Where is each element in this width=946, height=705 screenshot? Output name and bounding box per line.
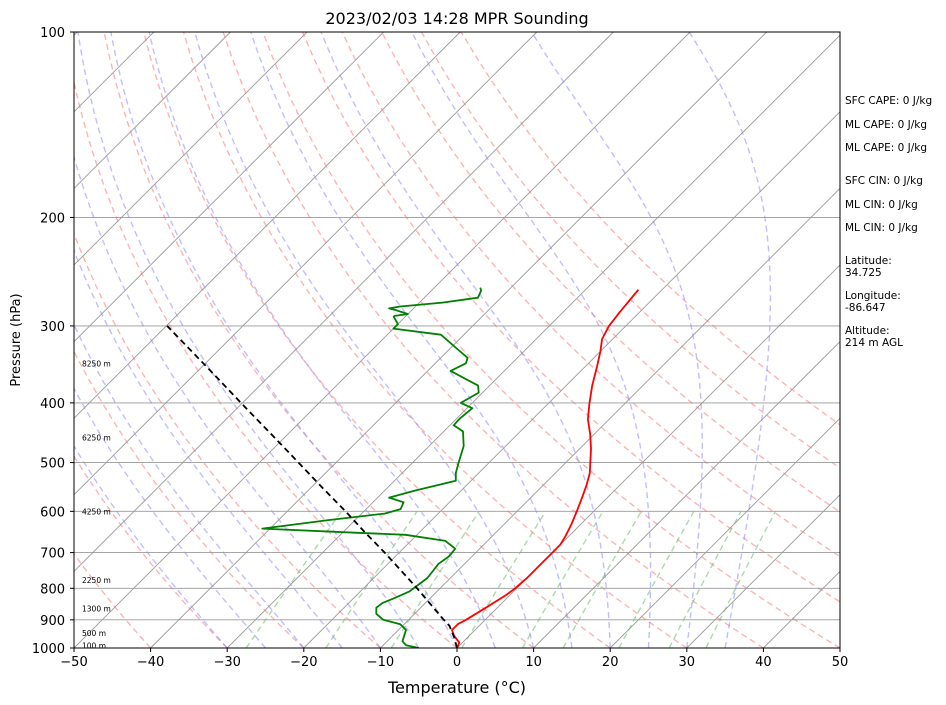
moist-adiabat-line	[77, 32, 420, 648]
isotherm-line	[74, 32, 461, 419]
dry-adiabat-line	[74, 231, 381, 648]
ml-cin-text: ML CIN: 0 J/kg	[845, 199, 918, 211]
y-axis-ticks: 100 200 300 400 500 600 700 800 900 1000	[32, 26, 74, 657]
moist-adiabat-line	[148, 32, 496, 648]
chart-title: 2023/02/03 14:28 MPR Sounding	[325, 9, 588, 28]
x-tick-label: −20	[290, 655, 317, 670]
parcel-profile-line	[166, 325, 458, 648]
mixing-ratio-line	[668, 510, 742, 648]
isotherm-line	[686, 494, 840, 648]
isotherm-line	[74, 32, 384, 343]
height-label: 100 m	[82, 641, 106, 650]
isotherm-line	[380, 187, 840, 648]
x-tick-label: 0	[453, 655, 461, 670]
dry-adiabat-line	[262, 32, 840, 648]
temperature-profile-line	[451, 289, 640, 648]
dry-adiabat-line	[74, 349, 305, 648]
x-tick-label: 30	[679, 655, 696, 670]
isotherm-line	[74, 32, 538, 496]
mixing-ratio-line	[521, 510, 604, 648]
y-tick-label: 1000	[32, 642, 65, 657]
dry-adiabat-line	[182, 32, 688, 648]
y-tick-label: 300	[40, 320, 65, 335]
y-tick-label: 200	[40, 211, 65, 226]
isotherm-line	[74, 32, 308, 266]
y-tick-label: 100	[40, 26, 65, 41]
y-tick-label: 900	[40, 614, 65, 629]
moist-adiabat-line	[74, 154, 381, 648]
y-tick-label: 700	[40, 547, 65, 562]
background-lines	[74, 32, 840, 648]
height-label: 2250 m	[82, 576, 111, 585]
isotherm-line	[150, 32, 767, 648]
x-tick-label: 20	[602, 655, 619, 670]
dewpoint-profile-line	[261, 287, 482, 648]
x-tick-label: −30	[213, 655, 240, 670]
x-axis-label: Temperature (°C)	[387, 678, 526, 697]
height-label: 1300 m	[82, 605, 111, 614]
moist-adiabat-line	[531, 32, 703, 648]
sfc-cape-text: SFC CAPE: 0 J/kg	[845, 95, 932, 107]
side-info-panel: SFC CAPE: 0 J/kg ML CAPE: 0 J/kg ML CAPE…	[845, 95, 932, 349]
x-tick-label: 10	[525, 655, 542, 670]
x-axis-ticks: −50 −40 −30 −20 −10 0 10 20 30 40 50	[60, 648, 848, 670]
longitude-value: -86.647	[845, 302, 886, 314]
moist-adiabat-line	[688, 32, 772, 648]
y-tick-label: 800	[40, 582, 65, 597]
isotherm-line	[609, 417, 840, 648]
y-tick-label: 500	[40, 457, 65, 472]
height-label: 4250 m	[82, 507, 111, 516]
moist-adiabat-line	[250, 32, 573, 648]
sfc-cin-text: SFC CIN: 0 J/kg	[845, 175, 923, 187]
isotherm-line	[226, 34, 840, 648]
altitude-label: Altitude:	[845, 325, 890, 337]
mixing-ratio-line	[705, 510, 777, 648]
longitude-label: Longitude:	[845, 290, 901, 302]
isotherm-line	[74, 32, 691, 648]
isotherm-line	[74, 32, 231, 190]
moist-adiabat-line	[110, 32, 458, 648]
latitude-label: Latitude:	[845, 255, 892, 267]
altitude-value: 214 m AGL	[845, 337, 903, 349]
x-tick-label: 50	[832, 655, 849, 670]
latitude-value: 34.725	[845, 267, 882, 279]
moist-adiabat-line	[74, 248, 343, 648]
dry-adiabat-line	[143, 32, 611, 648]
moist-adiabat-line	[320, 32, 611, 648]
dry-adiabat-line	[74, 79, 458, 648]
moist-adiabat-line	[74, 387, 267, 648]
x-tick-label: −50	[60, 655, 87, 670]
height-labels: 100 m 500 m 1300 m 2250 m 4250 m 6250 m 8250 m	[82, 359, 111, 650]
mixing-ratio-line	[461, 510, 547, 648]
height-label: 6250 m	[82, 433, 111, 442]
ml-cin-text-2: ML CIN: 0 J/kg	[845, 222, 918, 234]
x-tick-label: 40	[755, 655, 772, 670]
moist-adiabat-line	[411, 32, 652, 648]
isotherm-line	[303, 111, 840, 648]
isotherm-line	[74, 32, 614, 573]
moist-adiabat-line	[74, 444, 228, 648]
height-label: 8250 m	[82, 359, 111, 368]
y-tick-label: 600	[40, 505, 65, 520]
y-axis-label: Pressure (hPa)	[9, 293, 24, 386]
dry-adiabat-line	[103, 32, 535, 648]
height-label: 500 m	[82, 629, 106, 638]
mixing-ratio-line	[562, 510, 642, 648]
ml-cape-text-2: ML CAPE: 0 J/kg	[845, 142, 927, 154]
ml-cape-text: ML CAPE: 0 J/kg	[845, 119, 927, 131]
y-tick-label: 400	[40, 397, 65, 412]
sounding-profiles	[166, 287, 640, 648]
x-tick-label: −10	[367, 655, 394, 670]
x-tick-label: −40	[137, 655, 164, 670]
isotherm-line	[533, 340, 840, 648]
